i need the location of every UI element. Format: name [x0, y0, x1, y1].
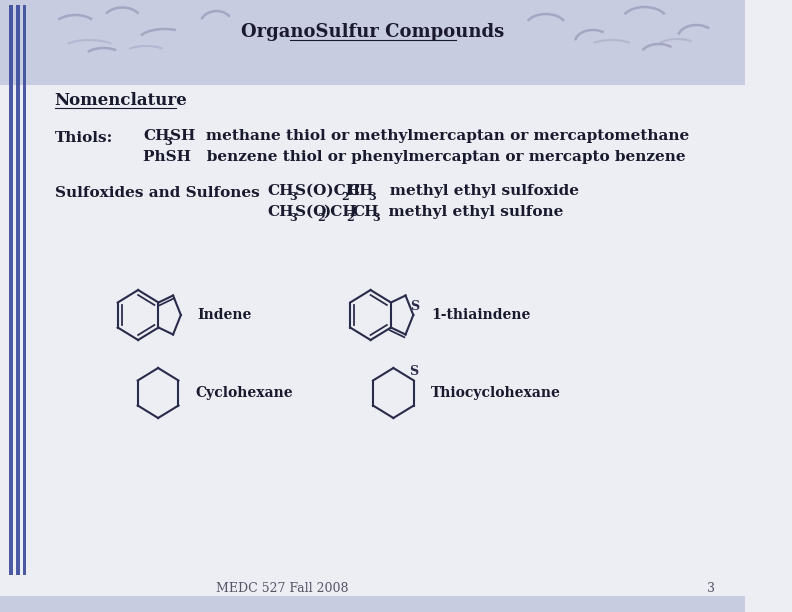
- Text: )CH: )CH: [323, 205, 356, 219]
- Text: 3: 3: [165, 135, 173, 146]
- Text: S: S: [409, 299, 419, 313]
- Text: PhSH   benzene thiol or phenylmercaptan or mercapto benzene: PhSH benzene thiol or phenylmercaptan or…: [143, 150, 686, 164]
- Text: CH: CH: [267, 205, 294, 219]
- Text: S: S: [409, 365, 418, 378]
- Text: CH: CH: [143, 129, 169, 143]
- Text: MEDC 527 Fall 2008: MEDC 527 Fall 2008: [216, 581, 348, 594]
- Text: 2: 2: [341, 190, 349, 201]
- Bar: [23, 5, 26, 575]
- Text: CH: CH: [347, 184, 374, 198]
- Text: S(O: S(O: [295, 205, 326, 219]
- Text: Nomenclature: Nomenclature: [55, 92, 188, 108]
- Bar: [0, 596, 745, 612]
- Text: 2: 2: [346, 212, 354, 223]
- Bar: [0, 0, 745, 85]
- Text: methyl ethyl sulfoxide: methyl ethyl sulfoxide: [374, 184, 579, 198]
- Text: 3: 3: [289, 190, 297, 201]
- Text: Sulfoxides and Sulfones: Sulfoxides and Sulfones: [55, 186, 259, 200]
- Bar: [10, 5, 13, 575]
- Text: OrganoSulfur Compounds: OrganoSulfur Compounds: [241, 23, 505, 41]
- Text: CH: CH: [267, 184, 294, 198]
- Text: 2: 2: [317, 212, 325, 223]
- Text: Cyclohexane: Cyclohexane: [196, 386, 293, 400]
- Text: SH  methane thiol or methylmercaptan or mercaptomethane: SH methane thiol or methylmercaptan or m…: [170, 129, 690, 143]
- Text: Thiocyclohexane: Thiocyclohexane: [431, 386, 561, 400]
- Text: S(O)CH: S(O)CH: [295, 184, 360, 198]
- Text: 3: 3: [373, 212, 380, 223]
- Bar: [16, 5, 20, 575]
- Text: CH: CH: [352, 205, 379, 219]
- Text: 3: 3: [706, 581, 714, 594]
- Text: 3: 3: [368, 190, 375, 201]
- Text: 3: 3: [289, 212, 297, 223]
- Text: 1-thiaindene: 1-thiaindene: [431, 308, 531, 322]
- Text: Thiols:: Thiols:: [55, 131, 112, 145]
- Text: methyl ethyl sulfone: methyl ethyl sulfone: [379, 205, 564, 219]
- Text: Indene: Indene: [198, 308, 252, 322]
